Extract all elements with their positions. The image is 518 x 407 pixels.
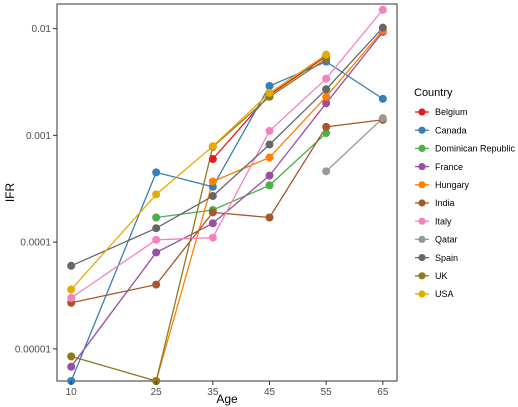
y-axis-title: IFR: [3, 183, 17, 203]
legend-label-qatar: Qatar: [435, 235, 458, 245]
data-point-hungary: [322, 92, 331, 101]
legend-label-france: France: [435, 162, 463, 172]
x-tick-label: 10: [66, 387, 78, 398]
legend-key-point-belgium: [418, 108, 426, 116]
y-tick-label: 0.0001: [20, 238, 51, 249]
data-point-spain: [152, 224, 161, 233]
legend-label-hungary: Hungary: [435, 180, 470, 190]
data-point-canada: [378, 94, 387, 103]
data-point-canada: [265, 81, 274, 90]
legend-label-dominican-republic: Dominican Republic: [435, 144, 516, 154]
data-point-spain: [322, 85, 331, 94]
data-point-italy: [265, 126, 274, 135]
data-point-dominican-republic: [152, 213, 161, 222]
data-point-dominican-republic: [265, 181, 274, 190]
legend-key-point-france: [418, 163, 426, 171]
legend-label-italy: Italy: [435, 216, 452, 226]
data-point-italy: [322, 74, 331, 83]
data-point-usa: [67, 285, 76, 294]
data-point-dominican-republic: [322, 129, 331, 138]
data-point-uk: [67, 352, 76, 361]
data-point-india: [152, 280, 161, 289]
data-point-qatar: [322, 167, 331, 176]
legend-label-belgium: Belgium: [435, 107, 468, 117]
data-point-france: [322, 99, 331, 108]
data-point-india: [265, 213, 274, 222]
legend-label-canada: Canada: [435, 125, 467, 135]
data-point-usa: [152, 190, 161, 199]
legend-key-point-spain: [418, 254, 426, 262]
plot-area: [56, 3, 398, 385]
legend-key-point-italy: [418, 217, 426, 225]
legend-label-spain: Spain: [435, 253, 458, 263]
data-point-france: [67, 362, 76, 371]
data-point-italy: [67, 293, 76, 302]
data-point-italy: [152, 235, 161, 244]
axes: 10 25 35 45 55 65 0.00001 0.0001 0.001 0.01 Age IFR: [3, 24, 389, 406]
x-tick-label: 35: [207, 387, 219, 398]
data-point-spain: [67, 261, 76, 270]
data-point-italy: [208, 233, 217, 242]
x-axis-title: Age: [216, 392, 238, 406]
legend: Country Belgium Canada Dominican Republic Fr…: [414, 87, 516, 299]
data-point-hungary: [208, 177, 217, 186]
legend-key-point-hungary: [418, 181, 426, 189]
legend-key-point-uk: [418, 272, 426, 280]
series-line-india: [71, 119, 383, 304]
series-line-spain: [70, 27, 384, 267]
y-tick-label: 0.01: [32, 24, 52, 35]
legend-key-point-qatar: [418, 235, 426, 243]
x-tick-label: 45: [264, 387, 276, 398]
legend-label-usa: USA: [435, 289, 454, 299]
legend-key-point-dominican-republic: [418, 144, 426, 152]
legend-label-uk: UK: [435, 271, 448, 281]
data-point-hungary: [265, 153, 274, 162]
data-point-qatar: [378, 114, 387, 123]
data-point-spain: [378, 23, 387, 32]
data-point-france: [265, 171, 274, 180]
legend-title: Country: [414, 87, 453, 99]
data-point-canada: [152, 168, 161, 177]
data-point-spain: [265, 140, 274, 149]
data-point-india: [322, 122, 331, 131]
legend-key-point-usa: [418, 290, 426, 298]
data-point-belgium: [208, 155, 217, 164]
data-point-usa: [208, 142, 217, 151]
x-tick-label: 25: [151, 387, 163, 398]
series-line-qatar: [325, 117, 384, 172]
y-tick-label: 0.001: [26, 131, 51, 142]
x-tick-label: 65: [377, 387, 389, 398]
data-point-france: [152, 248, 161, 257]
data-point-india: [208, 208, 217, 217]
legend-key-point-canada: [418, 126, 426, 134]
legend-key-point-india: [418, 199, 426, 207]
x-tick-label: 55: [321, 387, 333, 398]
data-point-usa: [265, 88, 274, 97]
series-line-dominican-republic: [156, 132, 327, 219]
legend-label-india: India: [435, 198, 455, 208]
data-point-italy: [378, 5, 387, 14]
y-tick-label: 0.00001: [15, 344, 52, 355]
series-line-italy: [70, 9, 384, 299]
plot-panel: [56, 3, 398, 382]
data-point-france: [208, 219, 217, 228]
data-point-usa: [322, 50, 331, 59]
series-line-france: [70, 31, 384, 368]
data-point-spain: [208, 192, 217, 201]
